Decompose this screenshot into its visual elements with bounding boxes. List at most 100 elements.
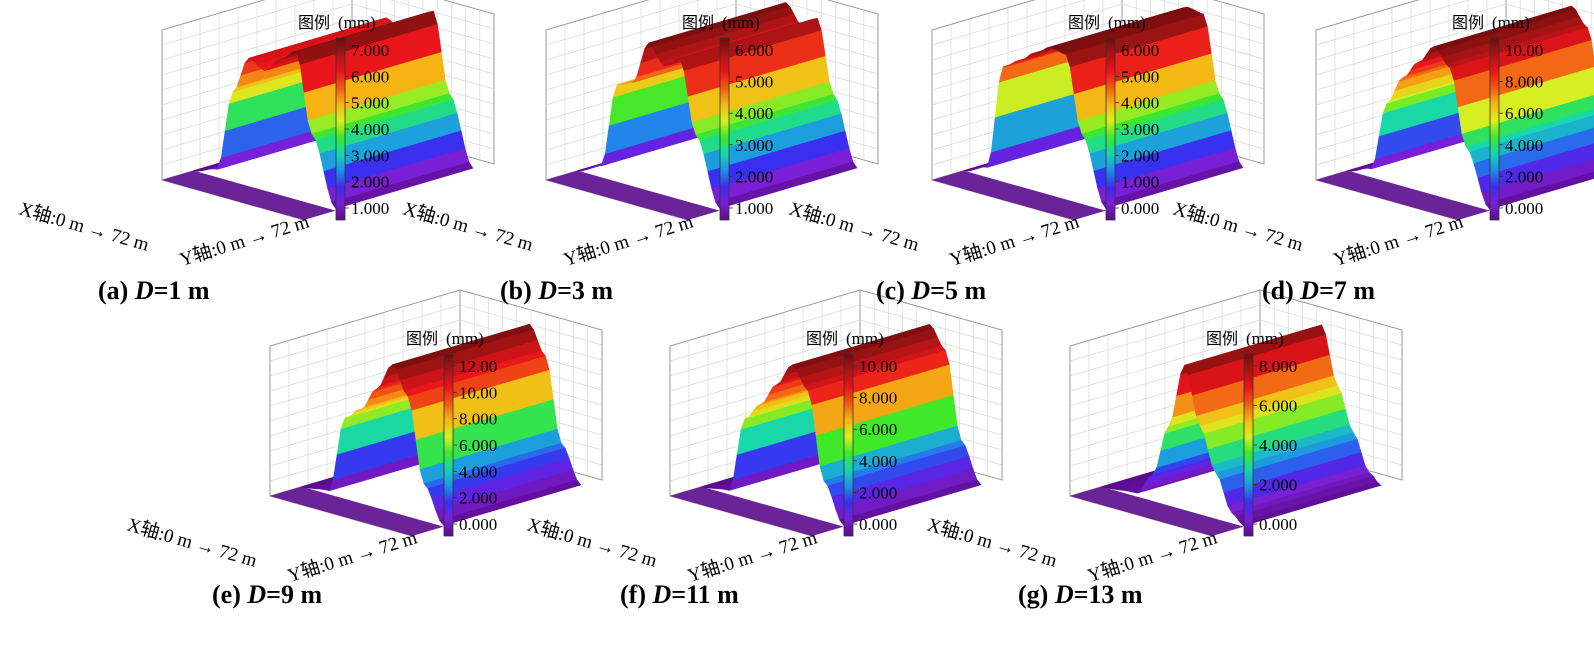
legend-tick-label: 12.00 [459,357,497,376]
legend-tick-label: 2.000 [735,167,773,186]
x-axis-label: X轴:0 m → 72 m [17,198,152,256]
grid-line-z [161,0,495,46]
surface-floor [162,170,336,220]
color-legend: 图例 (mm) 6.000 5.000 4.000 3.000 2.000 1.000 0.00… [1068,13,1159,221]
legend-title: 图例 [806,329,838,348]
color-legend: 图例 (mm) 10.00 8.000 6.000 4.000 2.000 0.000 [1452,13,1543,221]
x-axis-label: X轴:0 m → 72 m [925,514,1060,572]
legend-tick-label: 4.000 [351,120,389,139]
legend-tick-label: 5.000 [735,73,773,92]
grid-line-z [545,3,879,61]
surface-strip [715,161,858,209]
y-axis-label: Y轴:0 m → 72 m [947,210,1082,270]
panel-c: X轴:0 m → 72 m Y轴:0 m → 72 m 图例 (mm) 6.000 5.0… [784,0,1265,298]
surface-strip [1481,159,1594,205]
legend-tick-label: 4.000 [859,452,897,471]
surface-plot: X轴:0 m → 72 m Y轴:0 m → 72 m 图例 (mm) 12.00 10.… [125,289,603,587]
legend-tick-label: 3.000 [735,136,773,155]
surface-strip [1453,40,1594,108]
legend-tick-label: 0.000 [459,515,497,534]
surface [162,10,474,220]
x-axis-label: X轴:0 m → 72 m [401,198,536,256]
grid-line-z [669,319,1003,377]
surface-strip [1101,161,1244,209]
surface [670,324,982,536]
legend-title: 图例 [1452,13,1484,32]
grid-line-z [1315,0,1594,46]
y-axis-label: Y轴:0 m → 72 m [1331,210,1466,270]
legend-color-bar [335,37,346,221]
y-axis-label: Y轴:0 m → 72 m [685,526,820,586]
grid-line-z [931,18,1265,76]
legend-color-bar [443,353,454,537]
panel-b: X轴:0 m → 72 m Y轴:0 m → 72 m 图例 (mm) 6.000 5.0… [398,0,879,298]
surface-strip [1469,115,1594,164]
legend-tick-label: 2.000 [459,489,497,508]
legend-tick-label: 5.000 [351,94,389,113]
caption-a: (a) D=1 m [98,276,210,305]
legend-tick-label: 8.000 [1505,73,1543,92]
legend-tick-label: 2.000 [1505,167,1543,186]
grid-line-z [545,0,879,46]
surface [270,323,582,536]
surface-strip [1477,143,1594,193]
panel-a: X轴:0 m → 72 m Y轴:0 m → 72 m 图例 (mm) 7.000 6.0… [14,0,495,298]
legend-unit: (mm) [722,13,760,32]
legend-unit: (mm) [1246,329,1284,348]
panel-e: X轴:0 m → 72 m Y轴:0 m → 72 m 图例 (mm) 12.00 10.… [122,289,603,614]
grid-line-z [161,18,495,76]
surface-plot: X轴:0 m → 72 m Y轴:0 m → 72 m 图例 (mm) 7.000 6.0… [17,0,495,271]
legend-tick-label: 2.000 [1259,476,1297,495]
legend-color-bar [843,353,854,537]
legend-tick-label: 6.000 [1259,397,1297,416]
surface-plot: X轴:0 m → 72 m Y轴:0 m → 72 m 图例 (mm) 10.00 8.0… [1171,0,1594,271]
surface-floor [1070,486,1244,536]
surface-floor [546,170,720,220]
legend-tick-label: 8.000 [1259,357,1297,376]
surface-strip [1485,171,1594,210]
x-axis-label: X轴:0 m → 72 m [1171,198,1306,256]
legend-color-bar [719,37,730,221]
surface-strip [839,479,982,526]
surface-strip [1473,127,1594,179]
legend-tick-label: 10.00 [1505,41,1543,60]
grid-line-z [1069,334,1403,392]
panel-g: X轴:0 m → 72 m Y轴:0 m → 72 m 图例 (mm) 8.000 6.0… [922,289,1403,614]
grid-line-z [1069,304,1403,362]
x-axis-label: X轴:0 m → 72 m [125,514,260,572]
legend-tick-label: 6.000 [459,436,497,455]
legend-tick-label: 4.000 [1121,94,1159,113]
caption-c: (c) D=5 m [876,276,987,305]
x-axis-label: X轴:0 m → 72 m [787,198,922,256]
legend-tick-label: 6.000 [1121,41,1159,60]
legend-unit: (mm) [1492,13,1530,32]
color-legend: 图例 (mm) 10.00 8.000 6.000 4.000 2.000 0.000 [806,329,897,537]
y-axis-label: Y轴:0 m → 72 m [177,210,312,270]
legend-tick-label: 6.000 [351,67,389,86]
legend-tick-label: 1.000 [1121,173,1159,192]
legend-color-bar [1489,37,1500,221]
surface [932,6,1244,220]
legend-tick-label: 0.000 [859,515,897,534]
x-axis-label: X轴:0 m → 72 m [525,514,660,572]
legend-tick-label: 2.000 [1121,146,1159,165]
surface [546,2,858,220]
grid-line-z [269,304,603,362]
surface-floor [932,170,1106,220]
legend-title: 图例 [406,329,438,348]
grid-line-z [269,319,603,377]
legend-tick-label: 3.000 [351,146,389,165]
grid-line-z [669,304,1003,362]
legend-tick-label: 4.000 [1505,136,1543,155]
legend-title: 图例 [298,13,330,32]
legend-unit: (mm) [1108,13,1146,32]
panel-d: X轴:0 m → 72 m Y轴:0 m → 72 m 图例 (mm) 10.00 8.0… [1168,0,1594,298]
legend-tick-label: 6.000 [735,41,773,60]
legend-color-bar [1243,353,1254,537]
legend-unit: (mm) [446,329,484,348]
y-axis-label: Y轴:0 m → 72 m [561,210,696,270]
legend-tick-label: 4.000 [459,462,497,481]
legend-unit: (mm) [338,13,376,32]
surface-plot: X轴:0 m → 72 m Y轴:0 m → 72 m 图例 (mm) 8.000 6.0… [925,289,1403,587]
legend-tick-label: 8.000 [459,410,497,429]
